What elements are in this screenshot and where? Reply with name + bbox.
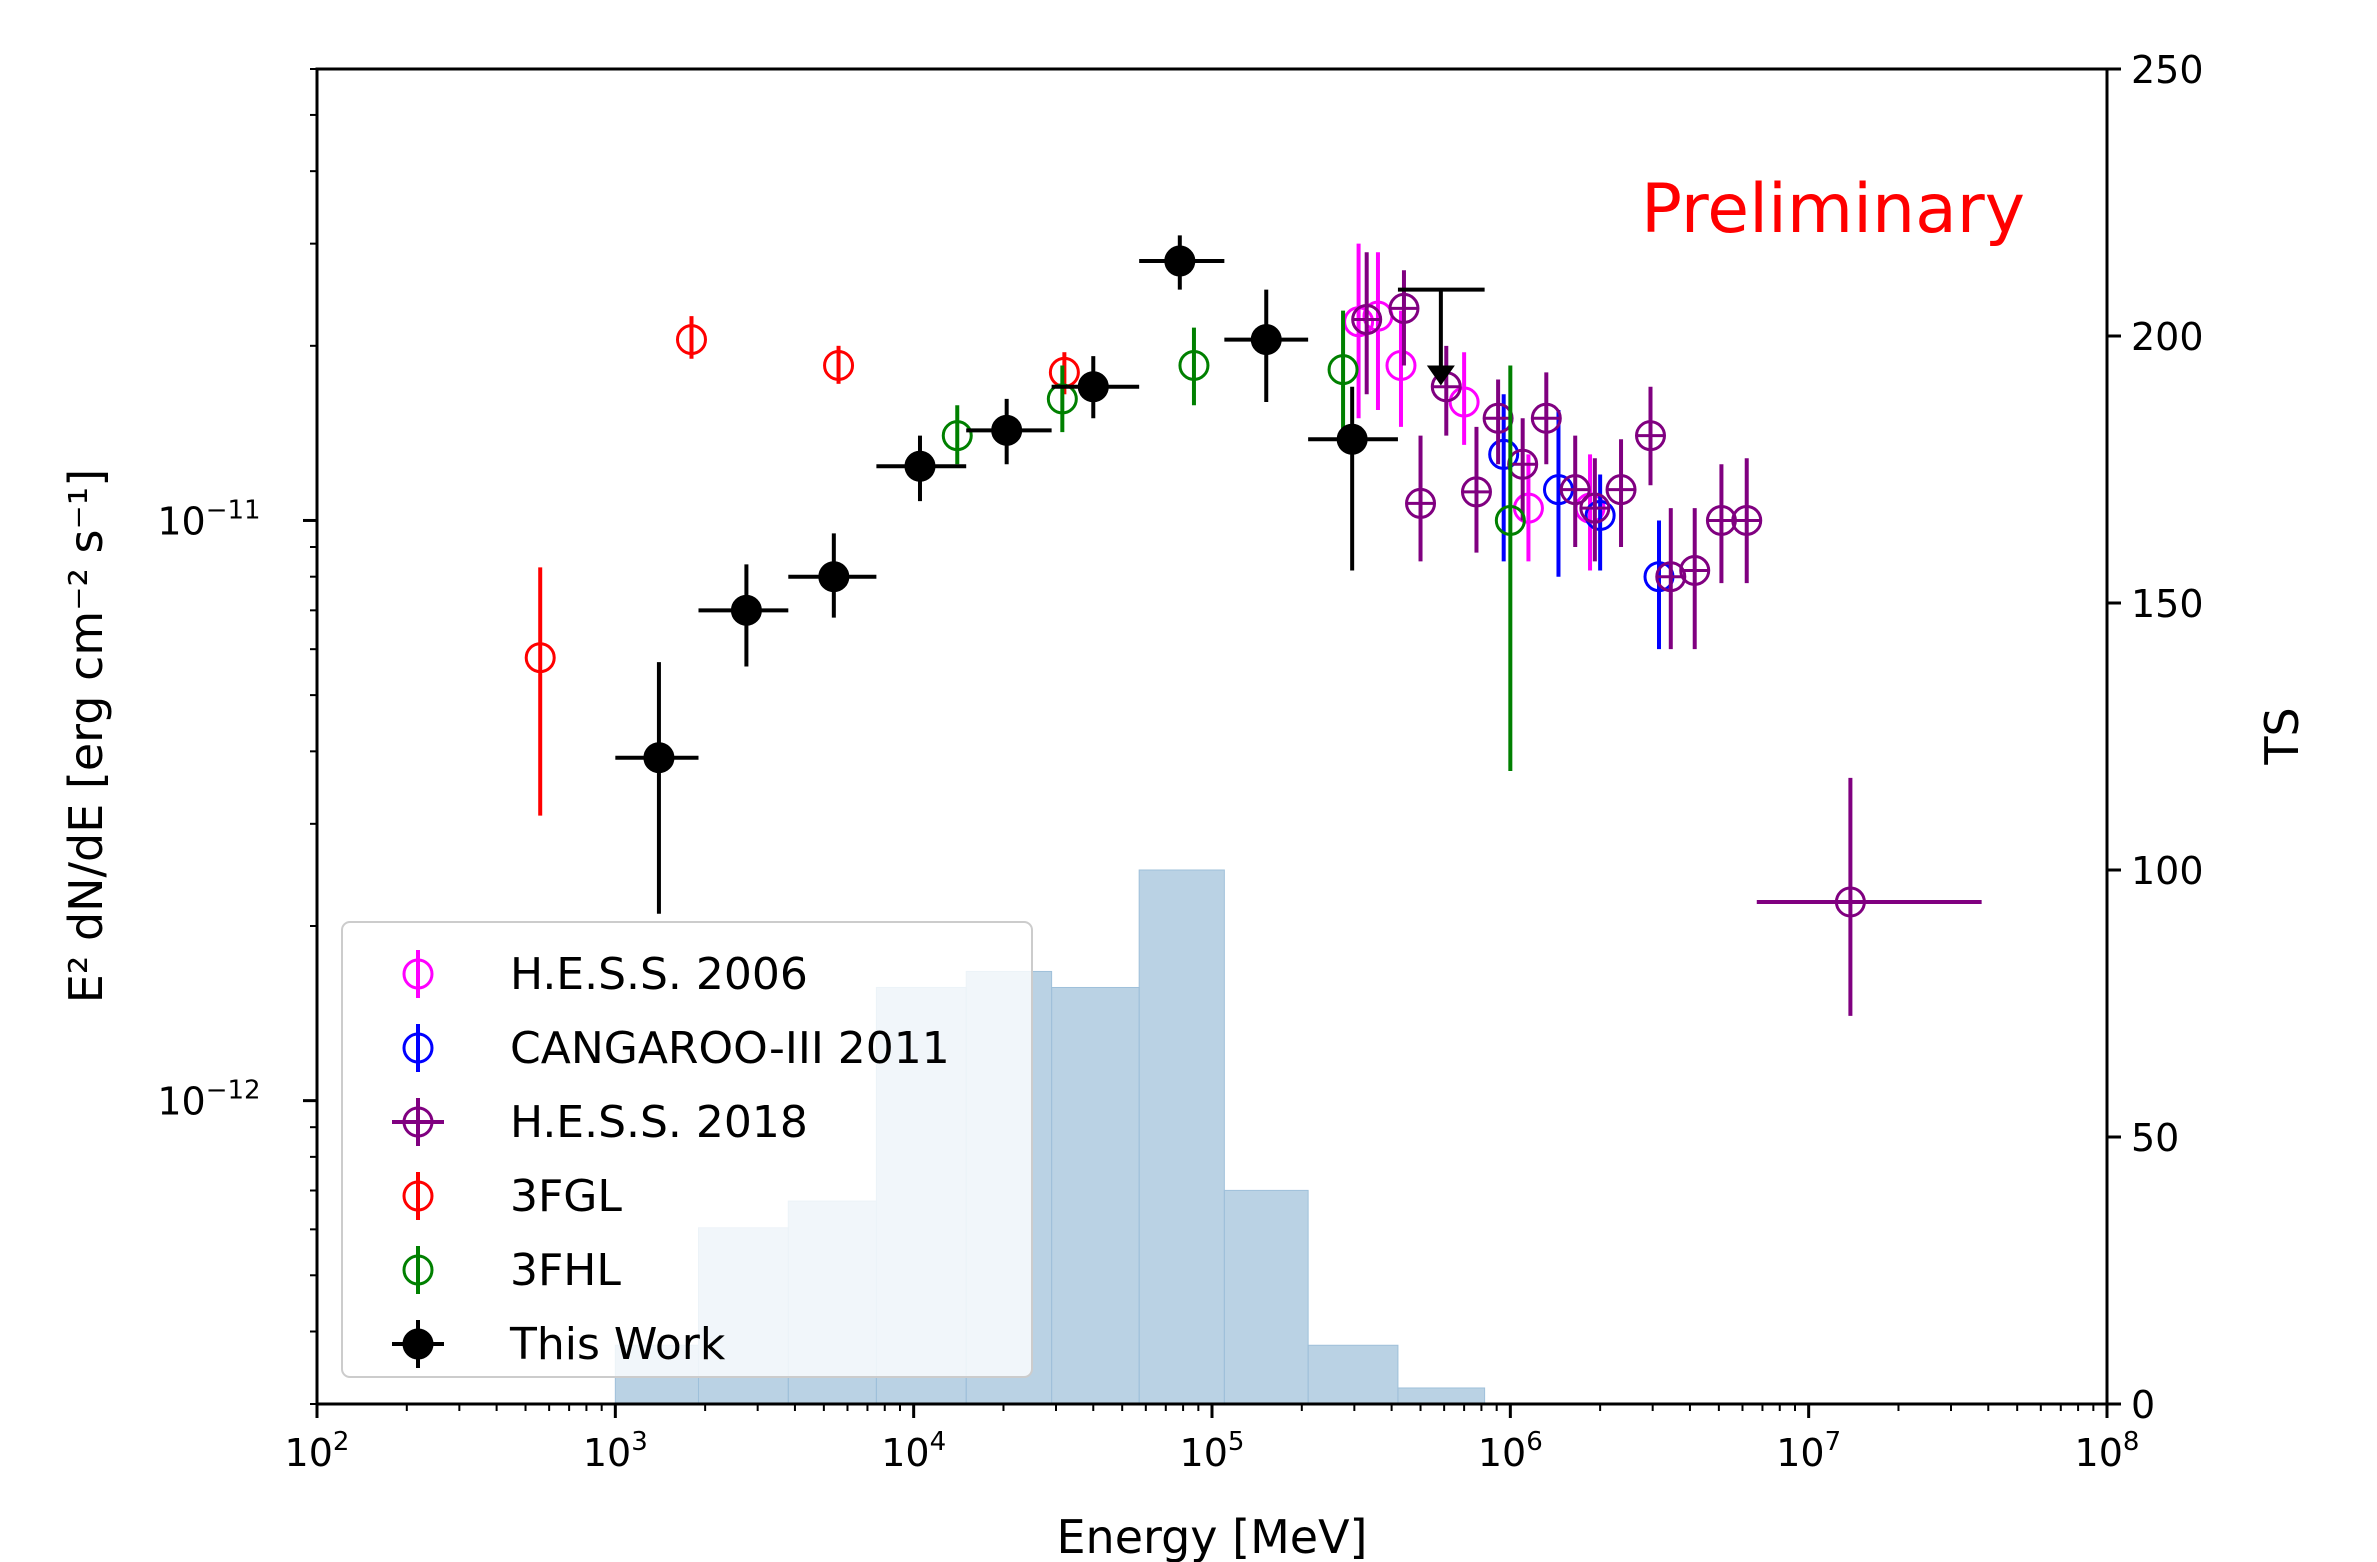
series-3 [524, 316, 1080, 816]
legend-item-4-marker [402, 1254, 434, 1286]
x-tick-label-4-base: 10 [1478, 1431, 1526, 1475]
x-tick-label-1: 103 [583, 1427, 648, 1475]
legend-item-3-marker [402, 1180, 434, 1212]
x-tick-label-6: 108 [2075, 1427, 2140, 1475]
point-5-6-marker [1164, 245, 1196, 277]
ts-bar-8 [1307, 1344, 1399, 1405]
point-1-2-marker [1584, 499, 1616, 531]
x-tick-label-0-base: 10 [285, 1431, 333, 1475]
x-tick-label-5-base: 10 [1776, 1431, 1824, 1475]
x-tick-label-6-base: 10 [2075, 1431, 2123, 1475]
x-tick-label-2: 104 [881, 1427, 946, 1475]
point-5-3-marker [904, 450, 936, 482]
legend-item-4-label: 3FHL [510, 1245, 621, 1296]
x-tick-label-3: 105 [1180, 1427, 1245, 1475]
y2-tick-label-2: 100 [2131, 849, 2204, 893]
point-5-1-marker [730, 594, 762, 626]
ts-bar-9 [1397, 1387, 1486, 1405]
x-tick-label-1-base: 10 [583, 1431, 631, 1475]
y2-tick-label-0: 0 [2131, 1383, 2155, 1427]
x-tick-label-5: 107 [1776, 1427, 1841, 1475]
point-5-0-marker [643, 742, 675, 774]
x-tick-label-0-exponent: 2 [333, 1427, 350, 1457]
point-0-3-marker [1448, 386, 1480, 418]
axes: 102 103 104 105 106 107 10810−1210−11050100150… [157, 48, 2203, 1475]
legend-item-0: H.E.S.S. 2006 [402, 949, 808, 1000]
series-5 [615, 235, 1485, 914]
ts-bar-5 [1051, 986, 1140, 1405]
legend-item-3: 3FGL [402, 1171, 622, 1222]
y2-tick-label-4: 200 [2131, 315, 2204, 359]
y-tick-label-1: 10−11 [157, 495, 260, 543]
y2-axis-title: TS [2255, 707, 2309, 765]
legend-item-1-marker [402, 1032, 434, 1064]
ts-bar-6 [1138, 869, 1225, 1405]
point-5-8-marker [1336, 423, 1368, 455]
point-3-0-marker [524, 642, 556, 674]
point-1-0-marker [1488, 438, 1520, 470]
point-0-2-marker [1385, 349, 1417, 381]
legend-box [341, 921, 1033, 1378]
point-5-5-marker [1077, 371, 1109, 403]
point-3-1-marker [675, 324, 707, 356]
legend-item-3-label: 3FGL [510, 1171, 622, 1222]
y-tick-label-0-base: 10 [157, 1080, 205, 1124]
legend-item-4: 3FHL [402, 1245, 621, 1296]
y-tick-label-0: 10−12 [157, 1076, 260, 1124]
x-tick-label-3-base: 10 [1180, 1431, 1228, 1475]
y-tick-label-1-exponent: −11 [206, 495, 261, 525]
y-axis-title: E² dN/dE [erg cm⁻² s⁻¹] [59, 469, 113, 1003]
legend-item-1: CANGAROO-III 2011 [402, 1023, 950, 1074]
point-4-2-marker [1178, 349, 1210, 381]
legend-item-5-marker [402, 1328, 434, 1360]
legend-item-0-marker [402, 958, 434, 990]
point-4-3-marker [1327, 354, 1359, 386]
legend: H.E.S.S. 2006 CANGAROO-III 2011 H.E.S.S. 2… [341, 921, 1033, 1378]
point-3-2-marker [823, 349, 855, 381]
legend-item-2-label: H.E.S.S. 2018 [510, 1097, 808, 1148]
preliminary-annotation: Preliminary [1641, 170, 2025, 249]
ts-bar-7 [1223, 1189, 1309, 1405]
legend-item-2: H.E.S.S. 2018 [392, 1097, 808, 1148]
series-4 [941, 310, 1526, 771]
x-axis-title: Energy [MeV] [1056, 1510, 1367, 1562]
x-tick-label-4-exponent: 6 [1526, 1427, 1543, 1457]
x-tick-label-1-exponent: 3 [631, 1427, 648, 1457]
data-points [524, 235, 1982, 1016]
point-5-4-marker [991, 414, 1023, 446]
x-tick-label-4: 106 [1478, 1427, 1543, 1475]
x-tick-label-6-exponent: 8 [2123, 1427, 2140, 1457]
x-tick-label-3-exponent: 5 [1228, 1427, 1245, 1457]
point-4-0-marker [941, 420, 973, 452]
legend-item-1-label: CANGAROO-III 2011 [510, 1023, 950, 1074]
legend-item-5-label: This Work [509, 1319, 726, 1370]
y-tick-label-1-base: 10 [157, 499, 205, 543]
series-0 [1343, 243, 1606, 571]
y2-tick-label-3: 150 [2131, 582, 2204, 626]
x-tick-label-5-exponent: 7 [1825, 1427, 1842, 1457]
series-1 [1488, 394, 1675, 650]
point-5-7-marker [1250, 324, 1282, 356]
x-tick-label-2-exponent: 4 [930, 1427, 947, 1457]
y-tick-label-0-exponent: −12 [206, 1076, 261, 1106]
x-tick-label-2-base: 10 [881, 1431, 929, 1475]
y2-tick-label-1: 50 [2131, 1116, 2179, 1160]
point-5-9-ul-arrow [1426, 365, 1455, 386]
series-2 [1351, 252, 1982, 1016]
x-tick-label-0: 102 [285, 1427, 350, 1475]
point-4-4-marker [1494, 504, 1526, 536]
point-5-2-marker [818, 561, 850, 593]
legend-item-0-label: H.E.S.S. 2006 [510, 949, 808, 1000]
y2-tick-label-5: 250 [2131, 48, 2204, 92]
legend-item-5: This Work [392, 1319, 726, 1370]
